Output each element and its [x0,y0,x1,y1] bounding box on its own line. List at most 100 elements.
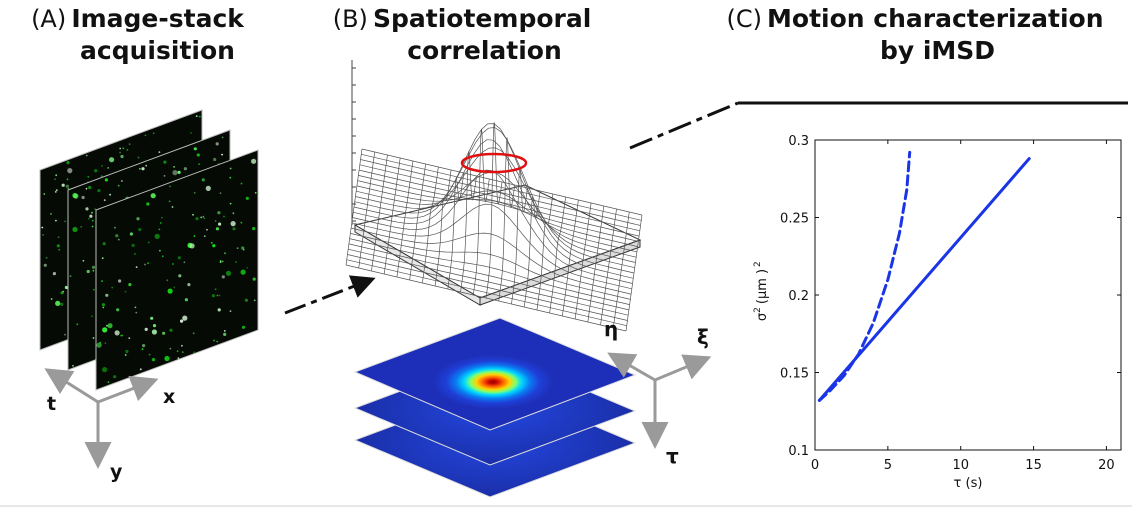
fluorescence-speckle [138,228,142,232]
fluorescence-speckle [173,286,176,289]
fluorescence-speckle [109,157,115,163]
fluorescence-speckle [55,189,58,192]
series-line-dashed [817,150,912,402]
correlation-width-ring [460,152,528,174]
fluorescence-speckle [122,147,125,150]
fluorescence-speckle [145,164,148,167]
fluorescence-speckle [135,311,138,314]
fluorescence-speckle [189,243,195,249]
fluorescence-speckle [101,257,104,259]
fluorescence-speckle [193,147,197,151]
fluorescence-speckle [87,175,90,178]
fluorescence-speckle [251,158,257,164]
fluorescence-speckle [134,253,136,255]
fluorescence-speckle [97,189,101,193]
panel-a-title-line1: Image-stack [71,4,244,33]
surface-mesh-line [360,159,641,226]
y-label-sigma-exponent: 2 [753,307,763,313]
fluorescence-speckle [183,261,186,264]
fluorescence-speckle [137,156,140,159]
fluorescence-speckle [193,351,196,354]
fluorescence-speckle [102,242,106,246]
fluorescence-speckle [148,353,151,356]
chart-y-axis-label: σ2(μm ) 2 [753,261,770,321]
fluorescence-speckle [216,294,219,297]
y-label-sigma: σ [755,313,770,321]
fluorescence-speckle [242,248,245,251]
fluorescence-speckle [214,220,217,222]
fluorescence-speckle [213,339,216,342]
fluorescence-speckle [141,167,145,171]
eta-axis-arrow [607,352,656,382]
panel-a-axes [44,368,159,469]
fluorescence-speckle [115,234,119,238]
fluorescence-speckle [139,167,141,170]
fluorescence-speckle [50,213,52,215]
fluorescence-speckle [229,202,232,205]
fluorescence-speckle [182,315,188,321]
fluorescence-speckle [102,306,105,309]
fluorescence-speckle [119,147,122,150]
surface-mesh-line [359,169,640,237]
surface-mesh-line [355,147,636,263]
fluorescence-speckle [64,220,67,223]
y-tick-label: 0.25 [780,212,809,227]
panel-b-axes [607,352,712,449]
fluorescence-speckle [244,298,248,302]
fluorescence-speckle [42,234,44,236]
fluorescence-speckle [85,207,89,211]
fluorescence-speckle [221,275,225,279]
fluorescence-speckle [241,325,246,329]
fluorescence-speckle [217,308,221,312]
fluorescence-speckle [218,222,222,226]
fluorescence-speckle [62,290,65,293]
fluorescence-speckle [105,293,109,297]
panel-c-title-line1: Motion characterization [767,4,1104,33]
fluorescence-speckle [163,160,167,164]
svg-text:σ2(μm ): σ2 (μm ) [753,269,770,321]
fluorescence-speckle [120,334,122,337]
fluorescence-speckle [135,266,138,268]
surface-mesh-line [536,193,554,311]
panel-a-title-line2: acquisition [80,36,235,65]
fluorescence-speckle [94,169,98,173]
series-line-solid [817,157,1031,402]
fluorescence-speckle [86,269,90,274]
fluorescence-speckle [151,358,156,362]
fluorescence-speckle [158,151,161,154]
panel-b-title: (B) Spatiotemporal correlation [312,4,612,68]
fluorescence-speckle [181,344,183,347]
x-tick-label: 15 [1025,458,1042,473]
arrow-a-to-b [284,275,376,315]
chart-plot-area [814,139,1122,451]
fluorescence-speckle [85,154,88,157]
fluorescence-speckle [107,381,110,383]
y-tick-label: 0.15 [780,367,809,382]
surface-mesh-line [600,208,617,326]
fluorescence-speckle [124,290,127,293]
fluorescence-speckle [216,340,219,343]
fluorescence-speckle [76,323,79,326]
fluorescence-speckle [168,200,171,203]
fluorescence-speckle [128,143,131,146]
fluorescence-speckle [224,252,226,255]
fluorescence-speckle [41,226,44,229]
fluorescence-speckle [58,248,61,251]
fluorescence-speckle [187,283,191,287]
fluorescence-speckle [169,185,171,188]
fluorescence-speckle [120,154,124,159]
fluorescence-speckle [192,332,195,335]
fluorescence-speckle [215,142,219,146]
x-tick-label: 10 [952,458,969,473]
fluorescence-speckle [151,329,157,335]
surface-mesh-line [354,127,635,269]
fluorescence-speckle [221,153,224,156]
fluorescence-speckle [252,227,256,231]
fluorescence-speckle [214,288,217,291]
fluorescence-speckle [126,149,129,151]
panel-c-title: (C) Motion characterization by iMSD [700,4,1130,68]
fluorescence-speckle [162,331,166,335]
fluorescence-speckle [131,243,135,247]
fluorescence-speckle [218,294,221,297]
fluorescence-speckle [128,337,131,339]
